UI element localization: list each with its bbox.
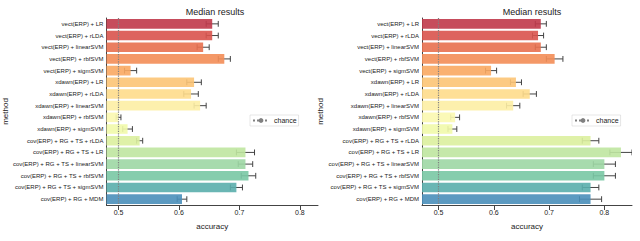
svg-text:cov(ERP) + RG + TS + LR: cov(ERP) + RG + TS + LR [33,149,104,155]
svg-text:0.5: 0.5 [114,209,124,216]
svg-text:0.7: 0.7 [235,209,245,216]
svg-text:xdawn(ERP) + rbfSVM: xdawn(ERP) + rbfSVM [358,114,419,120]
svg-text:vect(ERP) + rbfSVM: vect(ERP) + rbfSVM [365,56,419,62]
svg-text:0.8: 0.8 [600,209,610,216]
svg-text:xdawn(ERP) + sigmSVM: xdawn(ERP) + sigmSVM [353,126,419,132]
svg-text:xdawn(ERP) + linearSVM: xdawn(ERP) + linearSVM [351,103,419,109]
svg-text:vect(ERP) + rLDA: vect(ERP) + rLDA [371,33,419,39]
svg-text:xdawn(ERP) + rbfSVM: xdawn(ERP) + rbfSVM [43,114,104,120]
svg-text:chance: chance [274,117,297,124]
svg-text:vect(ERP) + rbfSVM: vect(ERP) + rbfSVM [49,56,103,62]
svg-text:vect(ERP) + sigmSVM: vect(ERP) + sigmSVM [359,68,419,74]
svg-text:0.8: 0.8 [295,209,305,216]
svg-text:accuracy: accuracy [196,222,228,231]
svg-text:cov(ERP) + RG + TS + rLDA: cov(ERP) + RG + TS + rLDA [343,138,419,144]
svg-text:vect(ERP) + LR: vect(ERP) + LR [377,21,420,27]
svg-text:cov(ERP) + RG + TS + linearSVM: cov(ERP) + RG + TS + linearSVM [329,161,419,167]
svg-text:cov(ERP) + RG + TS + rLDA: cov(ERP) + RG + TS + rLDA [27,138,103,144]
svg-text:cov(ERP) + RG + TS + LR: cov(ERP) + RG + TS + LR [349,149,420,155]
svg-text:vect(ERP) + sigmSVM: vect(ERP) + sigmSVM [44,68,104,74]
svg-text:Median results: Median results [186,7,245,17]
svg-text:xdawn(ERP) + LR: xdawn(ERP) + LR [371,79,420,85]
svg-text:xdawn(ERP) + sigmSVM: xdawn(ERP) + sigmSVM [37,126,103,132]
svg-text:accuracy: accuracy [511,222,543,231]
svg-text:0.5: 0.5 [434,209,444,216]
svg-text:cov(ERP) + RG + TS + rbfSVM: cov(ERP) + RG + TS + rbfSVM [336,173,419,179]
svg-text:cov(ERP) + RG + TS + linearSVM: cov(ERP) + RG + TS + linearSVM [13,161,103,167]
svg-text:Median results: Median results [503,7,562,17]
svg-text:0.6: 0.6 [174,209,184,216]
svg-text:vect(ERP) + rLDA: vect(ERP) + rLDA [56,33,104,39]
svg-text:cov(ERP) + RG + TS + sigmSVM: cov(ERP) + RG + TS + sigmSVM [331,184,419,190]
svg-text:0.6: 0.6 [489,209,499,216]
svg-text:method: method [1,98,10,125]
svg-text:vect(ERP) + linearSVM: vect(ERP) + linearSVM [42,44,104,50]
svg-text:cov(ERP) + RG + MDM: cov(ERP) + RG + MDM [356,196,419,202]
svg-text:method: method [316,98,325,125]
svg-text:cov(ERP) + RG + TS + rbfSVM: cov(ERP) + RG + TS + rbfSVM [21,173,104,179]
svg-text:xdawn(ERP) + rLDA: xdawn(ERP) + rLDA [49,91,103,97]
svg-text:xdawn(ERP) + LR: xdawn(ERP) + LR [55,79,104,85]
svg-text:chance: chance [596,117,619,124]
svg-text:cov(ERP) + RG + TS + sigmSVM: cov(ERP) + RG + TS + sigmSVM [15,184,103,190]
svg-text:xdawn(ERP) + rLDA: xdawn(ERP) + rLDA [365,91,419,97]
svg-text:vect(ERP) + LR: vect(ERP) + LR [62,21,105,27]
svg-text:vect(ERP) + linearSVM: vect(ERP) + linearSVM [357,44,419,50]
svg-text:cov(ERP) + RG + MDM: cov(ERP) + RG + MDM [41,196,104,202]
svg-text:0.7: 0.7 [544,209,554,216]
svg-text:xdawn(ERP) + linearSVM: xdawn(ERP) + linearSVM [35,103,103,109]
